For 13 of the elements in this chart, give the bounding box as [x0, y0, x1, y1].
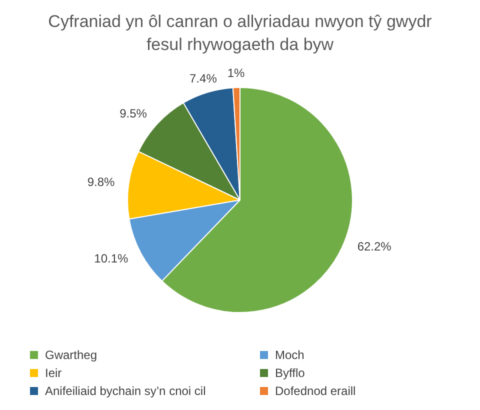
legend-label: Moch	[275, 348, 304, 362]
legend-label: Ieir	[45, 366, 62, 380]
data-label: 62.2%	[357, 240, 392, 254]
data-label: 7.4%	[190, 71, 218, 86]
legend-label: Gwartheg	[45, 348, 98, 362]
legend-label: Dofednod eraill	[275, 384, 356, 398]
data-label: 1%	[227, 66, 246, 80]
legend-label: Byfflo	[275, 366, 305, 380]
data-label: 10.1%	[94, 252, 129, 266]
chart-title: Cyfraniad yn ôl canran o allyriadau nwyon tŷ gwydr fesul rhywogaeth da byw	[47, 11, 433, 56]
data-label: 9.8%	[87, 174, 116, 189]
data-label: 9.5%	[120, 106, 148, 121]
legend-label: Anifeiliaid bychain sy’n cnoi cil	[45, 384, 206, 398]
